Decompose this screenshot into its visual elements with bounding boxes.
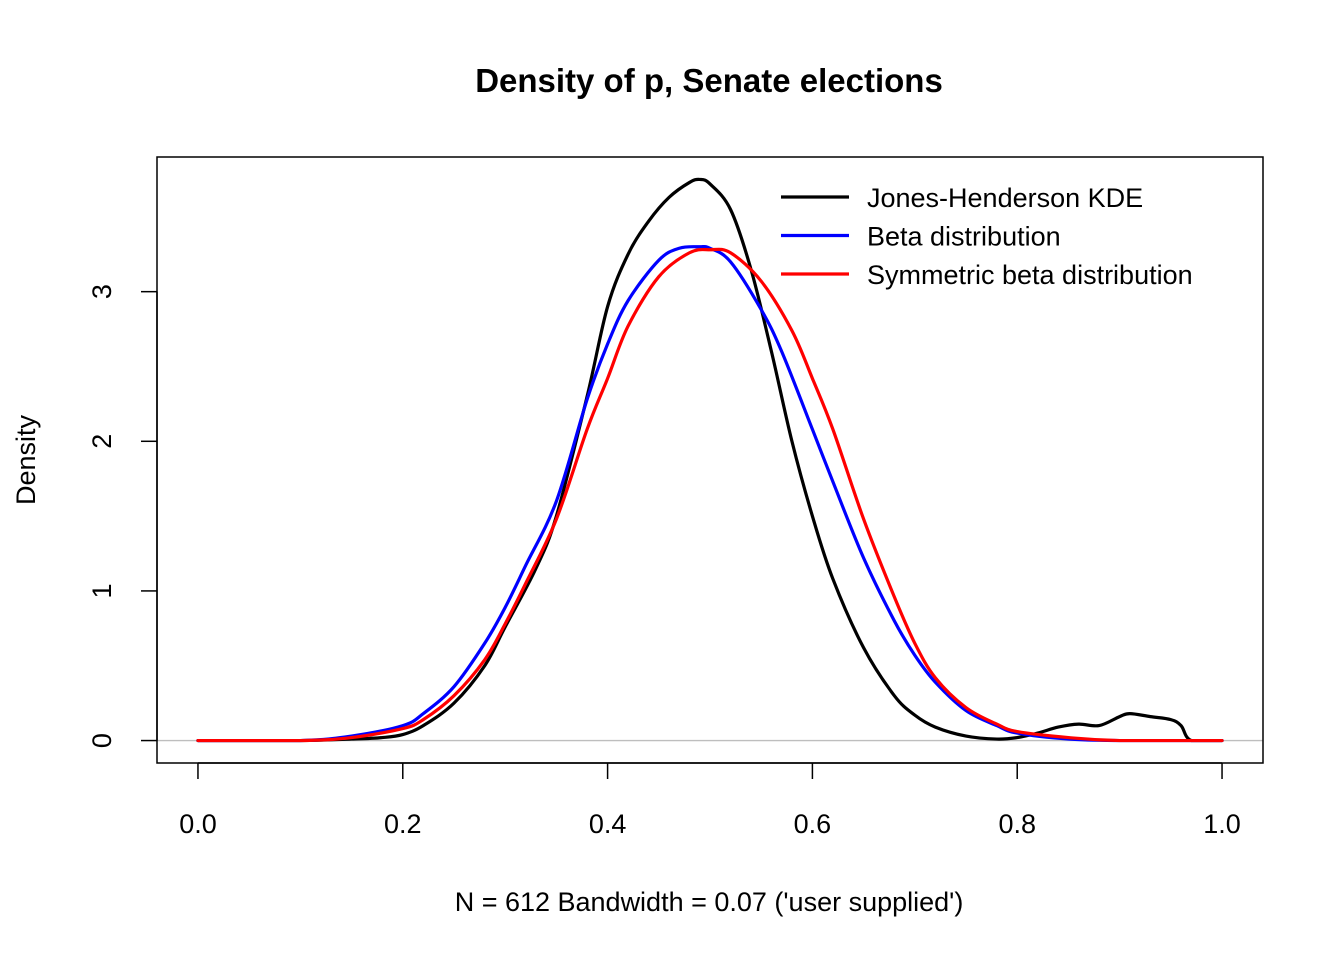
y-axis: 0 1 2 3 <box>87 284 158 748</box>
series-line-kde <box>196 177 1224 743</box>
series-line-beta <box>196 244 1224 743</box>
x-tick-label: 0.8 <box>998 809 1036 839</box>
legend-label: Symmetric beta distribution <box>867 260 1193 290</box>
series-line-symmetric-beta <box>196 247 1224 743</box>
y-tick-label: 3 <box>87 284 117 299</box>
y-tick-label: 2 <box>87 434 117 449</box>
series-layer <box>196 177 1224 743</box>
legend-label: Jones-Henderson KDE <box>867 183 1143 213</box>
y-axis-label: Density <box>11 414 41 505</box>
x-tick-label: 0.4 <box>589 809 627 839</box>
x-tick-label: 1.0 <box>1203 809 1241 839</box>
y-tick-label: 1 <box>87 583 117 598</box>
x-axis: 0.0 0.2 0.4 0.6 0.8 1.0 <box>179 762 1241 839</box>
legend: Jones-Henderson KDE Beta distribution Symm… <box>781 183 1193 290</box>
chart-title: Density of p, Senate elections <box>475 62 943 99</box>
x-tick-label: 0.2 <box>384 809 422 839</box>
x-axis-label: N = 612 Bandwidth = 0.07 ('user supplied… <box>455 887 964 917</box>
legend-label: Beta distribution <box>867 222 1061 252</box>
x-tick-label: 0.6 <box>794 809 832 839</box>
x-tick-label: 0.0 <box>179 809 217 839</box>
y-tick-label: 0 <box>87 733 117 748</box>
